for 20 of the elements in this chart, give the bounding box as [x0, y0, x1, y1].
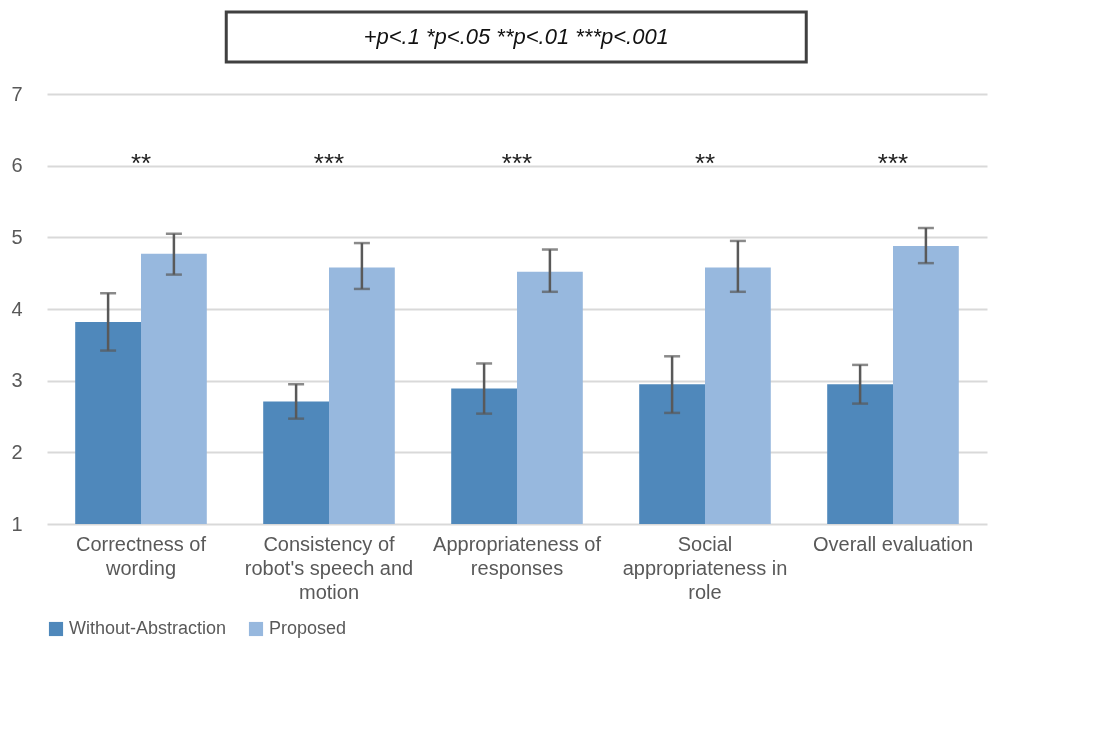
- text: +p<.1 *p<.05 **p<.01 ***p<.001: [363, 24, 669, 49]
- x-tick-label: Social appropriateness in role: [622, 532, 788, 603]
- annotation: ***: [313, 147, 345, 178]
- y-tick-label: 7: [11, 82, 23, 105]
- y-tick-label: 3: [11, 369, 23, 392]
- y-tick-label: 4: [11, 297, 23, 320]
- x-tick-label: Correctness of wording: [75, 532, 207, 579]
- legend-label: Proposed: [269, 618, 347, 638]
- y-tick-label: 2: [11, 440, 23, 463]
- x-tick-label: Overall evaluation: [812, 532, 974, 555]
- annotation: ***: [501, 147, 533, 178]
- annotation: **: [694, 147, 716, 178]
- x-tick-label: Appropriateness of responses: [433, 532, 602, 579]
- annotation: ***: [877, 147, 909, 178]
- y-tick-label: 6: [11, 154, 23, 177]
- y-tick-label: 5: [11, 225, 23, 248]
- y-tick-label: 1: [11, 512, 23, 535]
- legend-label: Without-Abstraction: [69, 618, 227, 638]
- x-tick-label: Consistency of robot's speech and motion: [244, 532, 414, 603]
- annotation: **: [130, 147, 152, 178]
